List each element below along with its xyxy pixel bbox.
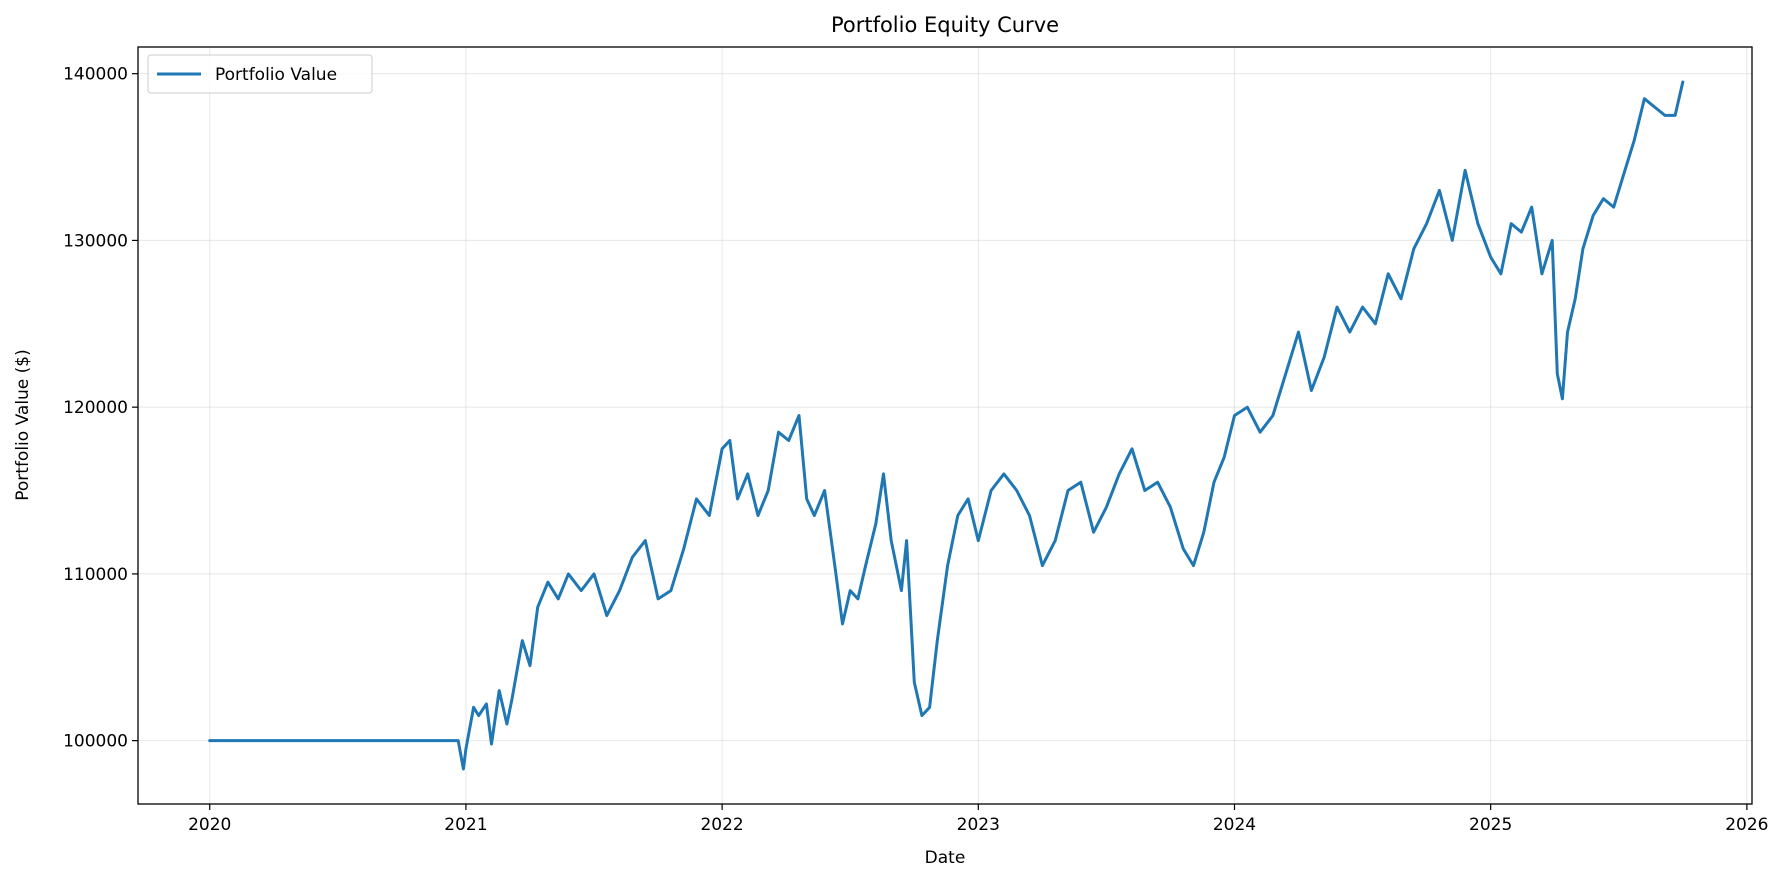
y-tick-label: 130000 [63, 231, 128, 251]
x-tick-label: 2021 [444, 815, 487, 835]
x-tick-label: 2020 [188, 815, 231, 835]
y-tick-label: 140000 [63, 65, 128, 85]
plot-frame [137, 46, 1753, 805]
x-tick-label: 2026 [1725, 815, 1768, 835]
y-axis: 100000 110000 120000 130000 140000 [63, 65, 138, 752]
y-tick-label: 100000 [63, 732, 128, 752]
x-tick-label: 2023 [957, 815, 1000, 835]
legend-box [147, 54, 373, 94]
legend-label: Portfolio Value [215, 65, 337, 85]
x-tick-label: 2022 [700, 815, 743, 835]
chart-title: Portfolio Equity Curve [831, 13, 1059, 37]
y-tick-label: 120000 [63, 398, 128, 418]
grid [138, 47, 1752, 804]
x-axis: 2020 2021 2022 2023 2024 2025 2026 [188, 804, 1769, 835]
x-axis-label: Date [925, 848, 966, 868]
y-tick-label: 110000 [63, 565, 128, 585]
y-axis-label: Portfolio Value ($) [13, 349, 33, 501]
x-tick-label: 2025 [1469, 815, 1512, 835]
legend: Portfolio Value [147, 54, 373, 94]
plot-area [208, 80, 1685, 771]
x-tick-label: 2024 [1213, 815, 1256, 835]
series-line-portfolio-value [208, 80, 1685, 771]
